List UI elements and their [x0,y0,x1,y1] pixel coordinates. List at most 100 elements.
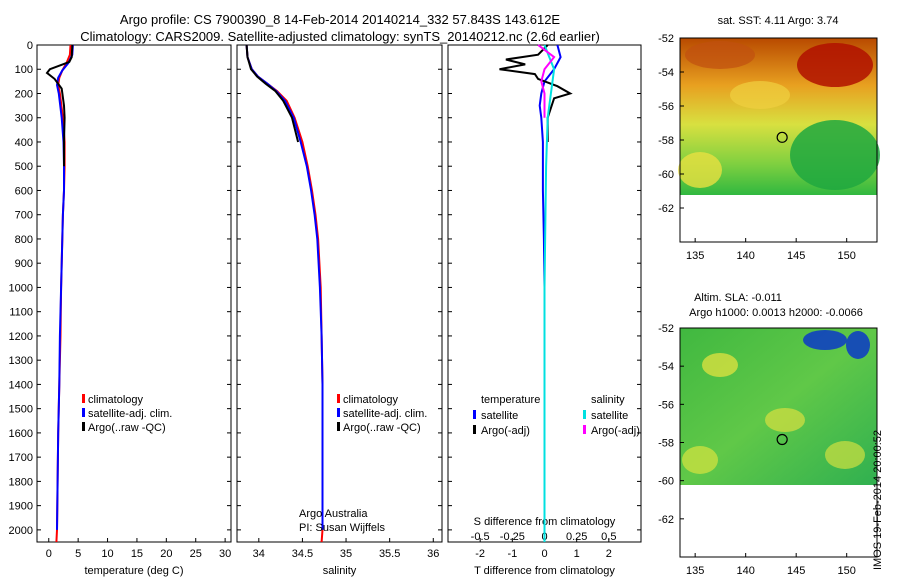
difference-legend-label: satellite [591,410,628,422]
temperature-legend-swatch [82,422,85,431]
difference-series-line [543,44,556,542]
temperature-x-tick-label: 25 [190,548,202,560]
difference-series-line [538,44,562,542]
map-x-tick-label: 135 [686,565,704,577]
sla-high-patch [765,408,805,432]
difference-series-line [537,44,556,118]
difference-legend-label: satellite [481,410,518,422]
y-tick-label: 700 [15,210,33,222]
difference-top-x-tick-label: 0.25 [566,531,587,543]
difference-top-x-tick-label: -0.5 [471,531,490,543]
legend-group-salinity: salinity [591,394,625,406]
temperature-x-tick-label: 30 [219,548,231,560]
salinity-x-tick-label: 36 [427,548,439,560]
y-tick-label: 1900 [9,501,33,513]
salinity-series-line [245,44,300,143]
sla-map-title-line2: Argo h1000: 0.0013 h2000: -0.0066 [689,307,863,319]
temperature-series-line [45,44,74,167]
salinity-series-line [245,44,324,530]
sst-warm-patch [797,43,873,87]
temperature-x-tick-label: 5 [75,548,81,560]
difference-legend-swatch [473,410,476,419]
map-y-tick-label: -60 [658,169,674,181]
salinity-x-tick-label: 34.5 [292,548,313,560]
sla-high-patch [702,353,738,377]
y-tick-label: 1200 [9,331,33,343]
y-tick-label: 100 [15,64,33,76]
difference-x-axis-label: T difference from climatology [474,565,615,577]
sst-warm-patch [685,41,755,69]
temperature-x-tick-label: 15 [131,548,143,560]
y-tick-label: 1400 [9,379,33,391]
sla-high-patch [825,441,865,469]
map-y-tick-label: -52 [658,33,674,45]
map-x-tick-label: 150 [838,250,856,262]
salinity-legend-swatch [337,394,340,403]
temperature-legend-label: satellite-adj. clim. [88,408,172,420]
temperature-x-tick-label: 10 [101,548,113,560]
argo-position-marker [776,131,788,143]
y-tick-label: 1000 [9,282,33,294]
map-y-tick-label: -54 [658,67,674,79]
map-x-tick-label: 145 [787,565,805,577]
salinity-legend-swatch [337,422,340,431]
map-y-tick-label: -56 [658,101,674,113]
y-tick-label: 600 [15,185,33,197]
y-tick-label: 800 [15,234,33,246]
sst-mid-patch [678,152,722,188]
temperature-legend-label: Argo(..raw -QC) [88,422,166,434]
salinity-legend-label: climatology [343,394,399,406]
map-x-tick-label: 140 [736,565,754,577]
map-x-tick-label: 145 [787,250,805,262]
sst-no-data [680,195,877,242]
sst-map-title: sat. SST: 4.11 Argo: 3.74 [718,15,839,27]
chart-title-line1: Argo profile: CS 7900390_8 14-Feb-2014 2… [119,12,561,27]
y-tick-label: 1600 [9,428,33,440]
sst-map [678,37,880,243]
map-y-tick-label: -56 [658,399,674,411]
salinity-x-axis-label: salinity [323,565,357,577]
chart-title-line2: Climatology: CARS2009. Satellite-adjuste… [80,29,600,44]
map-y-tick-label: -54 [658,361,674,373]
difference-legend-label: Argo(-adj) [591,425,640,437]
y-tick-label: 1500 [9,404,33,416]
legend-group-temperature: temperature [481,394,540,406]
salinity-annotation: Argo Australia [299,508,368,520]
salinity-x-tick-label: 35.5 [379,548,400,560]
sla-low-patch [803,330,847,350]
difference-x-tick-label: -1 [507,548,517,560]
map-y-tick-label: -62 [658,514,674,526]
sst-cold-patch [790,120,880,190]
salinity-legend-swatch [337,408,340,417]
salinity-legend-label: Argo(..raw -QC) [343,422,421,434]
y-tick-label: 1100 [9,307,33,319]
temperature-x-tick-label: 0 [46,548,52,560]
difference-x-tick-label: 1 [574,548,580,560]
map-y-tick-label: -58 [658,135,674,147]
y-tick-label: 1300 [9,355,33,367]
map-x-tick-label: 135 [686,250,704,262]
sla-low-patch [846,331,870,359]
difference-x-tick-label: 0 [541,548,547,560]
map-x-tick-label: 150 [838,565,856,577]
side-timestamp-label: IMOS 19-Feb-2014 20:00:52 [872,429,884,570]
salinity-x-tick-label: 35 [340,548,352,560]
salinity-x-tick-label: 34 [253,548,265,560]
y-tick-label: 500 [15,161,33,173]
argo-position-marker [776,433,788,446]
difference-x-tick-label: -2 [475,548,485,560]
difference-legend-swatch [583,410,586,419]
sla-map [679,327,878,558]
salinity-legend-label: satellite-adj. clim. [343,408,427,420]
y-tick-label: 0 [27,40,33,52]
sla-high-patch [682,446,718,474]
map-y-tick-label: -62 [658,203,674,215]
map-y-tick-label: -52 [658,323,674,335]
y-tick-label: 400 [15,137,33,149]
sla-no-data [680,485,877,557]
y-tick-label: 1800 [9,476,33,488]
temperature-x-tick-label: 20 [160,548,172,560]
difference-legend-label: Argo(-adj) [481,425,530,437]
difference-series-line [499,44,573,142]
